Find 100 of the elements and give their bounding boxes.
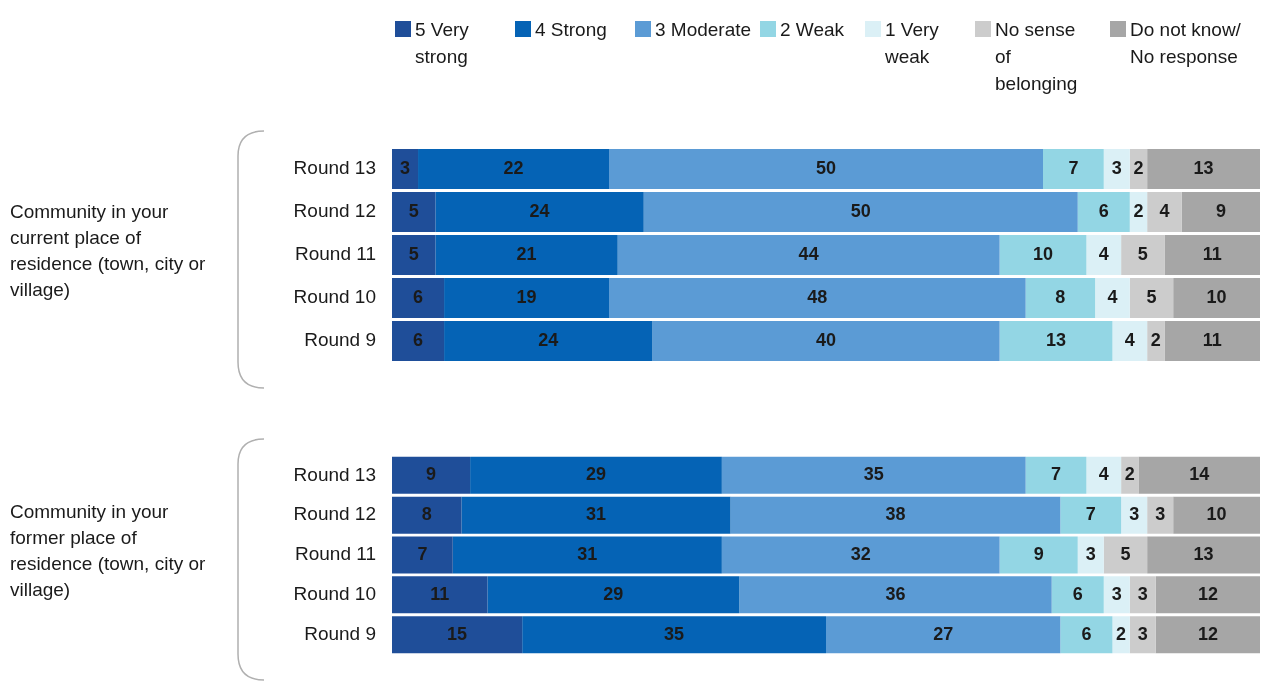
- y-tick-label: Round 11: [295, 543, 376, 565]
- bar: [1103, 536, 1148, 574]
- bar: [999, 321, 1113, 362]
- bar: [392, 616, 523, 654]
- data-label: 2: [1150, 330, 1161, 351]
- legend-label: 2 Weak: [780, 18, 845, 42]
- data-label: 14: [1189, 464, 1210, 485]
- data-label: 22: [503, 157, 524, 178]
- bar: [444, 278, 609, 319]
- data-label: 50: [815, 157, 837, 178]
- bar: [392, 191, 436, 232]
- data-label: 2: [1133, 157, 1144, 178]
- bar: [392, 576, 488, 614]
- bar: [617, 234, 1000, 276]
- legend-label: 1 Very weak: [885, 18, 940, 69]
- bar: [522, 616, 826, 654]
- bar: [999, 234, 1087, 276]
- bar: [1086, 456, 1122, 494]
- bar: [444, 321, 653, 362]
- data-label: 2: [1133, 200, 1144, 221]
- y-tick-label: Round 11: [295, 243, 376, 265]
- bar: [721, 456, 1026, 494]
- data-label: 3: [1137, 583, 1148, 604]
- data-label: 7: [1051, 464, 1062, 485]
- data-label: 38: [885, 504, 906, 525]
- data-label: 5: [408, 200, 419, 221]
- data-label: 31: [585, 504, 606, 525]
- y-tick-label: Round 12: [293, 503, 376, 525]
- data-label: 10: [1206, 287, 1227, 308]
- bar: [1112, 616, 1130, 654]
- bar: [1025, 278, 1096, 319]
- data-label: 5: [1146, 287, 1157, 308]
- bar: [1138, 456, 1260, 494]
- bar: [1155, 616, 1260, 654]
- data-label: 12: [1197, 583, 1218, 604]
- bar: [461, 496, 731, 534]
- legend-label: No sense of belonging: [995, 18, 1079, 96]
- bar: [609, 148, 1043, 189]
- bar: [609, 278, 1026, 319]
- bar: [1164, 321, 1260, 362]
- bar: [392, 321, 445, 362]
- data-label: 4: [1107, 287, 1118, 308]
- data-label: 13: [1193, 543, 1214, 564]
- bar: [1077, 536, 1104, 574]
- data-label: 8: [421, 504, 432, 525]
- bar: [392, 278, 445, 319]
- data-label: 3: [400, 157, 411, 178]
- data-label: 29: [603, 583, 624, 604]
- bar: [1147, 536, 1260, 574]
- bar: [435, 191, 644, 232]
- data-label: 4: [1098, 464, 1109, 485]
- legend-label: Do not know/ No response: [1130, 18, 1242, 69]
- y-tick-label: Round 9: [304, 622, 376, 644]
- y-tick-label: Round 13: [293, 157, 376, 179]
- bar: [1164, 234, 1260, 276]
- bar: [1147, 148, 1260, 189]
- data-label: 31: [577, 543, 598, 564]
- data-label: 7: [1085, 504, 1096, 525]
- data-label: 9: [1215, 200, 1226, 221]
- data-label: 8: [1055, 287, 1066, 308]
- data-label: 3: [1085, 543, 1096, 564]
- data-label: 3: [1111, 157, 1122, 178]
- data-label: 6: [1072, 583, 1083, 604]
- bar: [1173, 496, 1260, 534]
- data-label: 10: [1032, 243, 1054, 264]
- bar: [487, 576, 740, 614]
- bar: [999, 536, 1078, 574]
- bar: [392, 234, 436, 276]
- data-label: 44: [798, 243, 819, 264]
- bar: [652, 321, 1000, 362]
- bar: [1129, 616, 1156, 654]
- data-label: 7: [1068, 157, 1079, 178]
- data-label: 24: [538, 330, 559, 351]
- bar: [721, 536, 1000, 574]
- data-label: 6: [1098, 200, 1109, 221]
- bar: [1173, 278, 1260, 319]
- bar: [1147, 496, 1174, 534]
- bar: [1060, 616, 1113, 654]
- bar: [1155, 576, 1260, 614]
- bar: [470, 456, 722, 494]
- bar: [1129, 576, 1156, 614]
- bar: [1147, 321, 1165, 362]
- bar: [392, 536, 453, 574]
- data-label: 40: [815, 330, 837, 351]
- bar: [418, 148, 609, 189]
- data-label: 5: [408, 243, 419, 264]
- data-label: 3: [1137, 623, 1148, 644]
- y-tick-label: Round 10: [293, 583, 376, 605]
- data-label: 7: [417, 543, 428, 564]
- bar: [730, 496, 1061, 534]
- data-label: 10: [1206, 504, 1227, 525]
- y-tick-label: Round 12: [293, 200, 376, 222]
- data-label: 4: [1124, 330, 1135, 351]
- bar: [1103, 576, 1130, 614]
- bar: [1095, 278, 1130, 319]
- legend-label: 4 Strong: [535, 18, 607, 42]
- data-label: 3: [1129, 504, 1140, 525]
- data-label: 35: [664, 623, 685, 644]
- data-label: 9: [1033, 543, 1044, 564]
- data-label: 11: [1202, 243, 1222, 264]
